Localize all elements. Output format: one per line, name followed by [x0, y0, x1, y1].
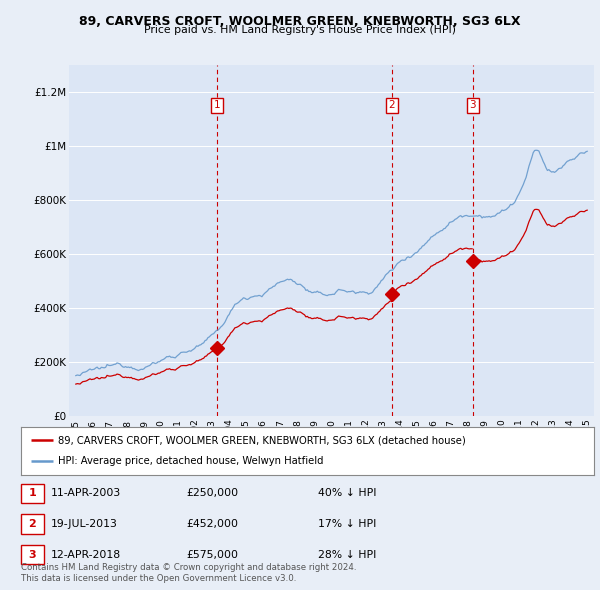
Text: This data is licensed under the Open Government Licence v3.0.: This data is licensed under the Open Gov… — [21, 574, 296, 583]
Text: 1: 1 — [214, 100, 220, 110]
Text: £250,000: £250,000 — [186, 489, 238, 498]
Text: 19-JUL-2013: 19-JUL-2013 — [51, 519, 118, 529]
Text: £452,000: £452,000 — [186, 519, 238, 529]
Text: 11-APR-2003: 11-APR-2003 — [51, 489, 121, 498]
Text: Contains HM Land Registry data © Crown copyright and database right 2024.: Contains HM Land Registry data © Crown c… — [21, 563, 356, 572]
Text: 17% ↓ HPI: 17% ↓ HPI — [318, 519, 376, 529]
Text: 40% ↓ HPI: 40% ↓ HPI — [318, 489, 377, 498]
Text: Price paid vs. HM Land Registry's House Price Index (HPI): Price paid vs. HM Land Registry's House … — [144, 25, 456, 35]
Text: 3: 3 — [469, 100, 476, 110]
Text: 28% ↓ HPI: 28% ↓ HPI — [318, 550, 376, 559]
Text: 12-APR-2018: 12-APR-2018 — [51, 550, 121, 559]
Text: 3: 3 — [29, 550, 36, 559]
Text: 2: 2 — [389, 100, 395, 110]
Text: 89, CARVERS CROFT, WOOLMER GREEN, KNEBWORTH, SG3 6LX (detached house): 89, CARVERS CROFT, WOOLMER GREEN, KNEBWO… — [58, 435, 466, 445]
Text: 1: 1 — [29, 489, 36, 498]
Text: £575,000: £575,000 — [186, 550, 238, 559]
Text: 2: 2 — [29, 519, 36, 529]
Text: 89, CARVERS CROFT, WOOLMER GREEN, KNEBWORTH, SG3 6LX: 89, CARVERS CROFT, WOOLMER GREEN, KNEBWO… — [79, 15, 521, 28]
Text: HPI: Average price, detached house, Welwyn Hatfield: HPI: Average price, detached house, Welw… — [58, 457, 324, 467]
